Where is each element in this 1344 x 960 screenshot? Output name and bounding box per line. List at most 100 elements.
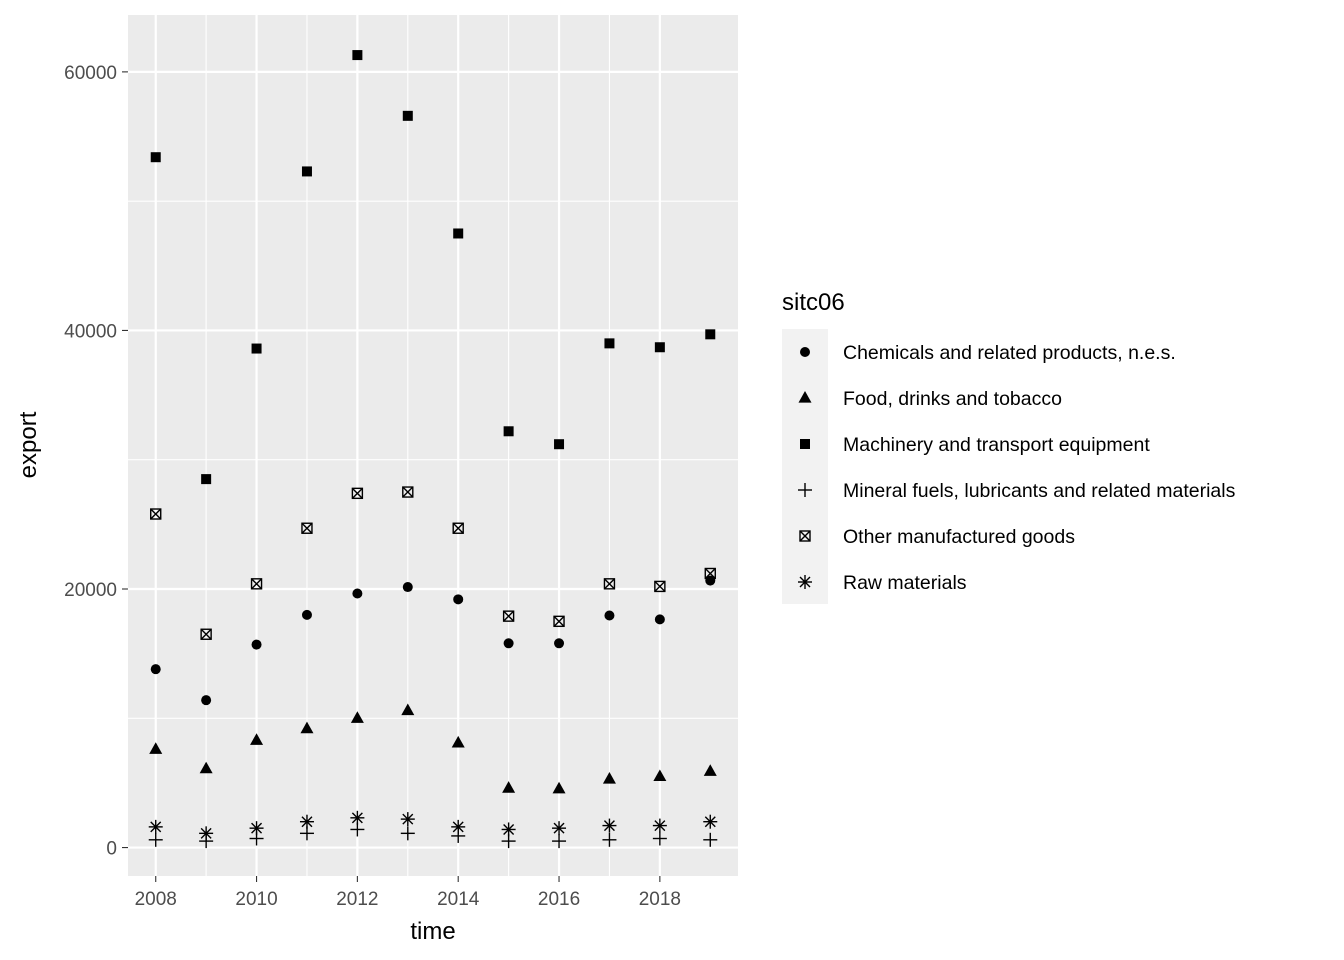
x-tick-label: 2008 bbox=[135, 889, 177, 910]
data-point bbox=[451, 819, 466, 834]
panel-background bbox=[128, 15, 738, 876]
data-point bbox=[150, 508, 162, 520]
y-tick-label: 60000 bbox=[64, 63, 117, 84]
data-point bbox=[200, 628, 212, 640]
data-point bbox=[201, 474, 212, 485]
legend-key-background bbox=[782, 329, 828, 604]
data-point bbox=[301, 522, 313, 534]
data-point bbox=[251, 343, 262, 354]
series-boxed-x bbox=[150, 486, 716, 640]
x-tick-label: 2018 bbox=[639, 889, 681, 910]
legend-label: Chemicals and related products, n.e.s. bbox=[843, 342, 1176, 364]
data-point bbox=[554, 439, 565, 450]
data-point bbox=[502, 610, 515, 622]
data-point bbox=[703, 764, 717, 776]
data-point bbox=[704, 567, 716, 580]
legend-title: sitc06 bbox=[782, 289, 845, 316]
y-tick-label: 0 bbox=[106, 839, 117, 860]
series-circle bbox=[150, 575, 716, 706]
data-point bbox=[654, 580, 666, 593]
data-point bbox=[400, 826, 415, 841]
data-point bbox=[402, 110, 413, 121]
data-point bbox=[250, 578, 263, 590]
data-point bbox=[350, 810, 365, 825]
data-point bbox=[351, 487, 364, 500]
y-axis: 0 20000 40000 60000 bbox=[64, 63, 128, 860]
series-square bbox=[150, 50, 716, 485]
data-point bbox=[149, 742, 163, 754]
data-point bbox=[554, 638, 565, 649]
data-point bbox=[703, 832, 718, 847]
data-point bbox=[501, 822, 516, 837]
data-point bbox=[400, 812, 415, 827]
series-triangle bbox=[149, 703, 717, 794]
legend-key-boxed-x-icon bbox=[799, 530, 811, 542]
data-point bbox=[502, 781, 516, 793]
series-asterisk bbox=[148, 810, 718, 841]
data-point bbox=[402, 582, 413, 593]
data-point bbox=[453, 594, 464, 605]
data-point bbox=[654, 614, 665, 625]
legend-label: Food, drinks and tobacco bbox=[843, 388, 1062, 410]
data-point bbox=[299, 814, 314, 829]
data-point bbox=[352, 588, 363, 599]
data-points bbox=[148, 50, 718, 849]
data-point bbox=[653, 769, 667, 782]
data-point bbox=[150, 664, 161, 675]
y-tick-label: 40000 bbox=[64, 321, 117, 342]
data-point bbox=[401, 703, 415, 716]
data-point bbox=[654, 342, 665, 353]
data-point bbox=[503, 426, 514, 437]
data-point bbox=[249, 821, 264, 836]
data-point bbox=[503, 638, 514, 649]
legend-label: Other manufactured goods bbox=[843, 526, 1075, 548]
data-point bbox=[301, 609, 312, 620]
y-tick-label: 20000 bbox=[64, 580, 117, 601]
data-point bbox=[148, 819, 163, 834]
data-point bbox=[652, 818, 667, 833]
data-point bbox=[652, 831, 667, 846]
legend-label: Mineral fuels, lubricants and related ma… bbox=[843, 480, 1236, 502]
data-point bbox=[350, 711, 364, 723]
data-point bbox=[602, 772, 616, 784]
legend: sitc06 Chemicals and related products, n… bbox=[782, 289, 1236, 604]
data-point bbox=[603, 578, 616, 590]
legend-label: Raw materials bbox=[843, 572, 967, 594]
data-point bbox=[552, 834, 567, 849]
data-point bbox=[301, 166, 312, 177]
data-point bbox=[402, 486, 414, 498]
data-point bbox=[150, 152, 161, 163]
data-point bbox=[552, 821, 567, 836]
data-point bbox=[604, 338, 615, 349]
data-point bbox=[604, 610, 615, 621]
data-point bbox=[452, 522, 464, 534]
data-point bbox=[703, 814, 718, 829]
legend-key-triangle-icon bbox=[798, 391, 812, 403]
x-tick-label: 2012 bbox=[336, 889, 378, 910]
y-axis-title: export bbox=[15, 411, 42, 478]
data-point bbox=[552, 781, 566, 794]
data-point bbox=[602, 818, 617, 833]
x-axis: 2008 2010 2012 2014 2016 2018 bbox=[135, 876, 681, 910]
x-tick-label: 2016 bbox=[538, 889, 580, 910]
data-point bbox=[199, 761, 213, 774]
legend-key-circle-icon bbox=[800, 347, 810, 357]
data-point bbox=[250, 733, 264, 745]
minor-gridlines bbox=[128, 15, 738, 876]
x-axis-title: time bbox=[410, 918, 455, 945]
data-point bbox=[352, 50, 363, 61]
data-point bbox=[602, 832, 617, 847]
data-point bbox=[201, 695, 212, 706]
data-point bbox=[148, 832, 163, 847]
data-point bbox=[705, 329, 716, 340]
data-point bbox=[451, 735, 465, 748]
data-point bbox=[251, 639, 262, 650]
data-point bbox=[300, 721, 314, 734]
data-point bbox=[199, 826, 214, 841]
legend-label: Machinery and transport equipment bbox=[843, 434, 1150, 456]
legend-key-asterisk-icon bbox=[798, 575, 812, 589]
x-tick-label: 2014 bbox=[437, 889, 480, 910]
x-tick-label: 2010 bbox=[235, 889, 277, 910]
data-point bbox=[453, 228, 464, 239]
legend-key-square-icon bbox=[800, 439, 810, 449]
